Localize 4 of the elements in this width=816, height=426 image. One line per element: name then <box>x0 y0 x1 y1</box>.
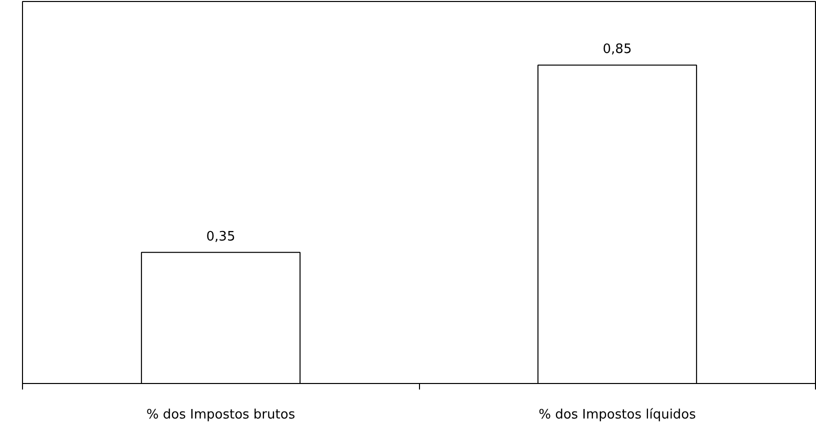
x-tick-label: % dos Impostos líquidos <box>538 408 696 422</box>
data-label: 0,35 <box>206 229 236 244</box>
data-label: 0,85 <box>602 42 632 58</box>
x-tick-label: % dos Impostos brutos <box>146 408 296 422</box>
